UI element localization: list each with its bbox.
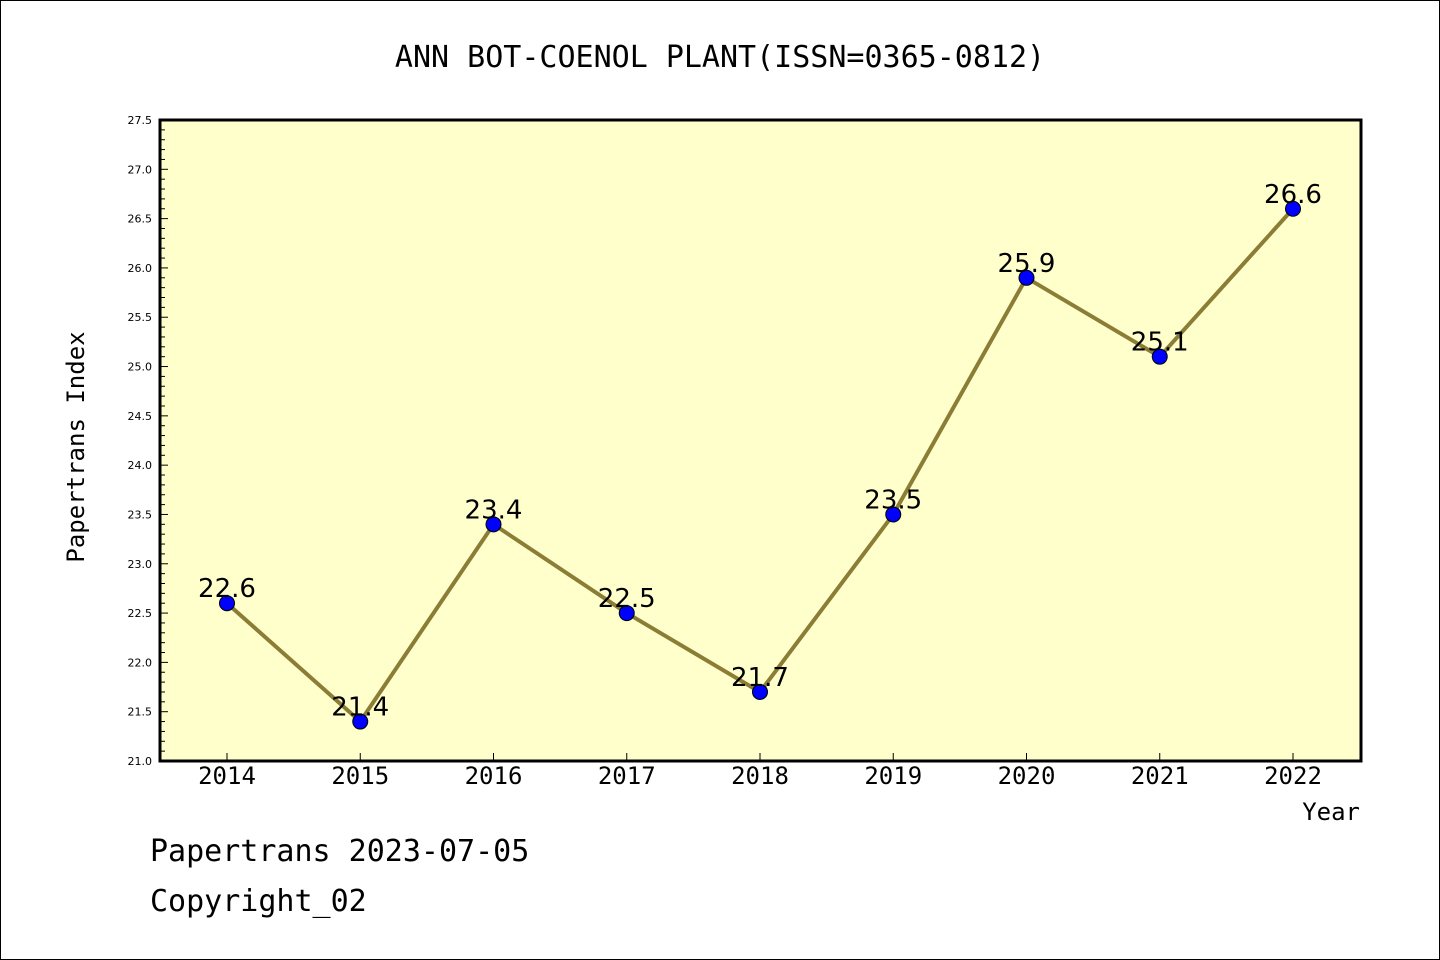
x-tick-label: 2017 xyxy=(598,762,656,790)
x-axis-label: Year xyxy=(1302,798,1360,826)
markers-group xyxy=(219,200,1301,730)
data-label: 21.7 xyxy=(731,663,789,693)
data-point xyxy=(1285,200,1301,217)
x-tick-label: 2014 xyxy=(198,762,256,790)
data-label: 23.4 xyxy=(465,495,523,525)
data-point xyxy=(618,605,635,622)
x-tick-label: 2019 xyxy=(864,762,922,790)
data-point xyxy=(885,506,902,523)
data-point xyxy=(1151,348,1168,365)
x-tick-label: 2022 xyxy=(1264,762,1322,790)
data-point xyxy=(219,595,235,612)
y-tick-label: 24.0 xyxy=(128,459,153,472)
data-point xyxy=(485,516,502,533)
footer-date: Papertrans 2023-07-05 xyxy=(150,834,530,869)
data-point xyxy=(352,713,369,730)
chart-title: ANN BOT-COENOL PLANT(ISSN=0365-0812) xyxy=(395,40,1045,75)
y-tick-label: 26.5 xyxy=(128,213,153,226)
data-label: 25.9 xyxy=(998,249,1056,279)
y-tick-label: 22.5 xyxy=(128,607,153,620)
x-tick-label: 2015 xyxy=(331,762,389,790)
plot-border xyxy=(158,118,1363,763)
data-label: 22.6 xyxy=(198,574,256,604)
y-tick-label: 27.5 xyxy=(128,114,153,127)
x-axis-ticks: 2014 2015 2016 2017 2018 2019 2020 2021 2022 xyxy=(198,753,1322,790)
y-tick-label: 22.0 xyxy=(128,656,153,669)
y-tick-label: 26.0 xyxy=(128,262,153,275)
y-tick-label: 25.0 xyxy=(128,361,153,374)
data-label: 23.5 xyxy=(864,485,922,515)
data-label: 22.5 xyxy=(598,584,656,614)
footer-copyright: Copyright_02 xyxy=(150,884,367,919)
y-tick-label: 25.5 xyxy=(128,311,153,324)
data-label: 25.1 xyxy=(1131,328,1189,358)
x-tick-label: 2016 xyxy=(465,762,523,790)
plot-area xyxy=(160,120,1361,761)
x-tick-label: 2020 xyxy=(998,762,1056,790)
y-tick-label: 21.5 xyxy=(128,706,153,719)
y-tick-label: 23.5 xyxy=(128,508,153,521)
y-tick-label: 21.0 xyxy=(128,755,153,768)
x-tick-label: 2018 xyxy=(731,762,789,790)
y-axis-label: Papertrans Index xyxy=(62,331,90,562)
data-labels-group: 22.6 21.4 23.4 22.5 21.7 23.5 25.9 25.1 26.6 xyxy=(198,180,1322,723)
data-point xyxy=(752,683,768,700)
y-tick-label: 27.0 xyxy=(128,163,153,176)
x-tick-label: 2021 xyxy=(1131,762,1189,790)
y-tick-label: 23.0 xyxy=(128,558,153,571)
y-tick-label: 24.5 xyxy=(128,410,153,423)
data-label: 21.4 xyxy=(331,693,389,723)
data-label: 26.6 xyxy=(1264,180,1322,210)
data-point xyxy=(1018,269,1035,286)
